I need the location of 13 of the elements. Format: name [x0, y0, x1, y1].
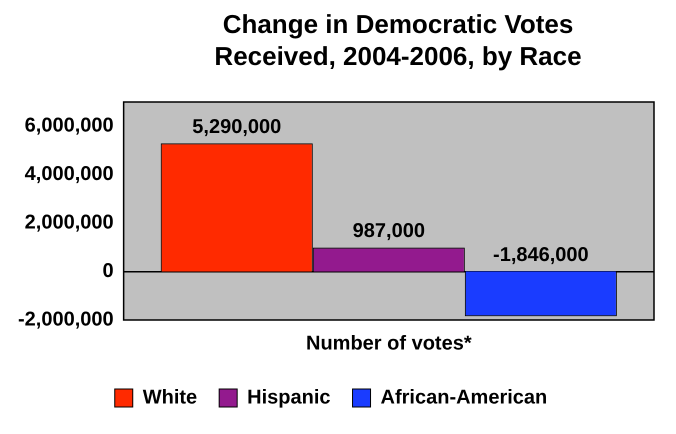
data-label: -1,846,000 [493, 244, 589, 266]
chart-title: Change in Democratic Votes Received, 2004-2006, by Race [213, 8, 583, 72]
legend-label: African-American [380, 386, 548, 409]
data-label: 987,000 [352, 220, 425, 242]
y-tick-label: 2,000,000 [24, 212, 114, 234]
y-tick-label: 0 [102, 260, 114, 282]
legend-label: White [142, 386, 198, 409]
y-tick-label: -2,000,000 [18, 308, 114, 331]
legend-label: Hispanic [247, 386, 331, 409]
y-tick-label: 4,000,000 [24, 163, 114, 186]
x-axis-title: Number of votes* [306, 332, 472, 355]
y-tick-label: 6,000,000 [24, 114, 114, 137]
data-label: 5,290,000 [192, 116, 282, 138]
